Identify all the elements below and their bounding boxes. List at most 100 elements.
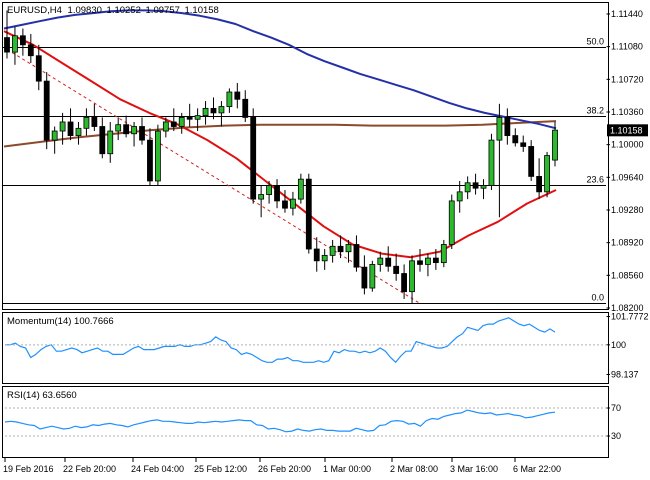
candle-body: [290, 198, 296, 209]
candle-body: [59, 121, 66, 132]
candle-body: [377, 257, 384, 265]
candle-18: [147, 128, 153, 186]
candle-body: [417, 260, 423, 265]
price-tick-label: 1.09640: [611, 172, 644, 182]
candle-40: [321, 249, 328, 270]
candle-body: [440, 244, 447, 264]
candle-54: [432, 249, 439, 270]
time-tick-label: 26 Feb 20:00: [258, 464, 311, 474]
time-tick-label: 22 Feb 20:00: [63, 464, 116, 474]
current-price-label: 1.10158: [610, 125, 643, 135]
candle-65: [520, 135, 527, 152]
fib-label-3: 0.0: [591, 293, 604, 303]
candle-body: [401, 273, 408, 293]
moving-averages: [3, 9, 557, 259]
candle-48: [385, 246, 392, 272]
candle-body: [43, 80, 50, 141]
candle-38: [305, 173, 312, 254]
candle-body: [234, 91, 241, 100]
candle-body: [194, 115, 201, 120]
price-tick-label: 1.08560: [611, 270, 644, 280]
candle-body: [504, 117, 511, 136]
candle-body: [186, 117, 193, 120]
candle-59: [472, 173, 479, 195]
candle-47: [377, 251, 384, 272]
candle-body: [178, 117, 185, 127]
candle-body: [83, 117, 90, 129]
candle-53: [425, 253, 431, 277]
candle-body: [250, 117, 257, 200]
candle-body: [210, 107, 217, 114]
rsi-title: RSI(14) 63.6560: [7, 390, 77, 401]
candle-42: [337, 235, 344, 259]
candle-5: [43, 72, 50, 150]
ema-red-line: [3, 30, 557, 259]
candle-body: [409, 260, 415, 293]
candle-body: [107, 130, 114, 155]
candle-body: [202, 107, 209, 117]
candle-body: [528, 146, 535, 177]
candle-4: [35, 44, 42, 91]
rsi-tick-label: 70: [611, 403, 621, 413]
candle-16: [131, 121, 137, 147]
momentum-title: Momentum(14) 100.7666: [7, 316, 114, 327]
candle-33: [266, 180, 272, 204]
candle-34: [274, 179, 280, 209]
candle-50: [401, 264, 408, 299]
candle-body: [242, 98, 249, 118]
candle-body: [27, 44, 34, 57]
candle-body: [369, 264, 376, 289]
candle-body: [99, 126, 106, 155]
candle-0: [4, 10, 10, 59]
candle-body: [218, 106, 225, 114]
candle-32: [258, 185, 265, 218]
candle-7: [59, 112, 66, 145]
candle-13: [107, 121, 114, 163]
fibonacci-levels: 50.0 38.2 23.6 0.0: [3, 37, 606, 304]
candle-31: [250, 108, 257, 204]
candle-15: [123, 115, 130, 138]
candle-body: [496, 117, 503, 141]
candle-body: [464, 182, 471, 193]
time-tick-label: 6 Mar 22:00: [513, 464, 561, 474]
candle-body: [147, 139, 153, 182]
candle-body: [266, 185, 272, 195]
candle-body: [19, 35, 26, 46]
time-tick-label: 3 Mar 16:00: [450, 464, 498, 474]
candle-6: [51, 126, 58, 154]
candle-3: [27, 33, 34, 63]
candle-69: [552, 121, 558, 167]
candle-58: [464, 176, 471, 200]
price-axis: 1.11440 1.11080 1.10720 1.10360 1.10000 1.096…: [606, 9, 648, 313]
candle-body: [75, 127, 82, 136]
candle-62: [496, 103, 503, 218]
candle-2: [19, 28, 26, 56]
current-price-tag: [607, 124, 648, 137]
candle-body: [448, 200, 455, 245]
candle-body: [520, 142, 527, 147]
candle-27: [218, 101, 225, 127]
candle-29: [234, 82, 241, 109]
price-tick-label: 1.10360: [611, 107, 644, 117]
candle-body: [123, 124, 130, 135]
candle-body: [488, 139, 495, 186]
candle-60: [480, 179, 487, 200]
candle-55: [440, 239, 447, 268]
candle-39: [313, 237, 320, 272]
trendline: [6, 48, 421, 304]
candle-9: [75, 121, 82, 145]
candle-body: [131, 126, 137, 135]
fib-label-0: 50.0: [586, 37, 604, 47]
candle-10: [83, 108, 90, 136]
candle-23: [186, 103, 193, 127]
candle-56: [448, 194, 455, 250]
candles: [4, 10, 558, 304]
candle-body: [67, 121, 74, 136]
rsi-panel-frame: [2, 386, 609, 458]
chart-title: EURUSD,H4 1.09830 1.10252 1.09757 1.1015…: [7, 5, 219, 16]
candle-body: [305, 178, 312, 250]
candle-body: [226, 91, 233, 107]
candle-17: [139, 117, 145, 145]
candle-1: [12, 26, 18, 65]
